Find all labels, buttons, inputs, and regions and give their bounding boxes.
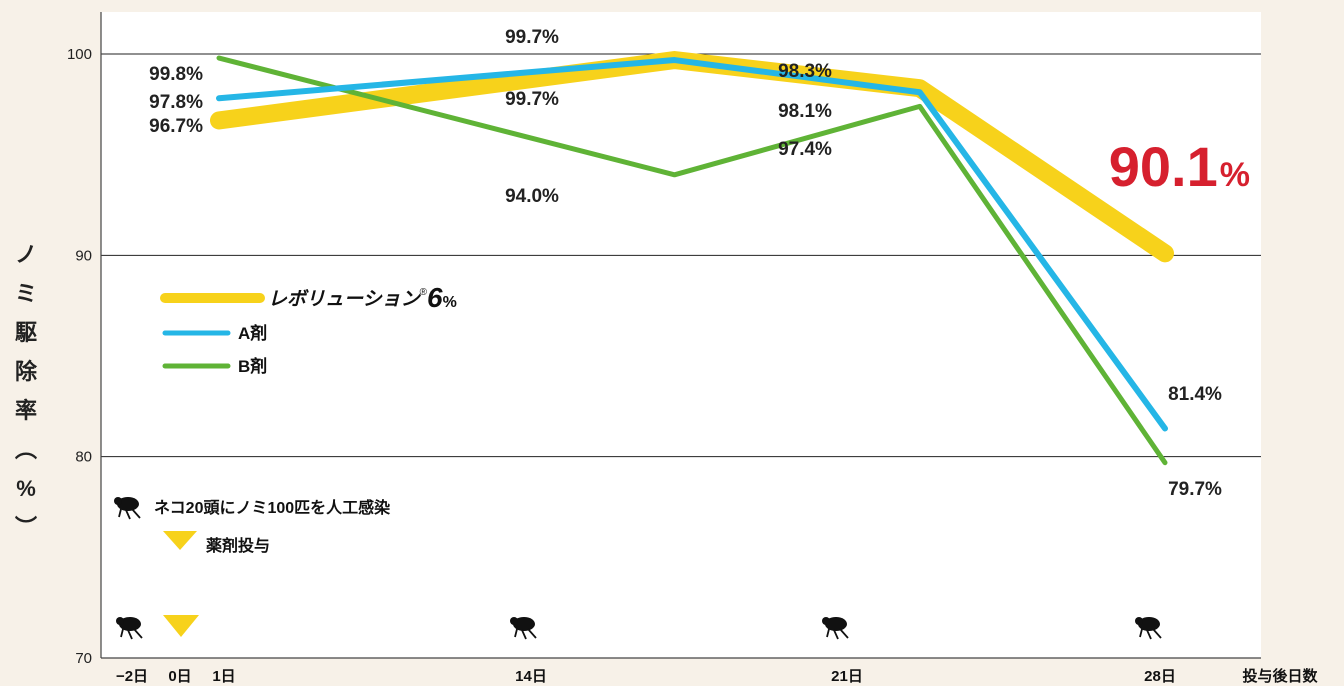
y-axis-label: ノミ駆除率︵% ︶ [15, 242, 38, 540]
label-a-day21: 98.1% [778, 101, 832, 122]
label-rev-day1: 96.7% [149, 116, 203, 137]
x-tick-label: 0日 [168, 668, 191, 685]
x-ticks: −2日 0日 1日 14日 21日 28日 投与後日数 [116, 667, 1319, 685]
x-tick-label: −2日 [116, 668, 148, 685]
flea-icon [510, 617, 537, 640]
y-ticks: 100 90 80 70 [67, 46, 92, 667]
label-a-day28: 81.4% [1168, 384, 1222, 405]
infestation-note: ネコ20頭にノミ100匹を人工感染 [154, 498, 391, 517]
legend: レボリューション®6% A剤 B剤 [160, 282, 457, 376]
label-rev-day21: 98.3% [778, 61, 832, 82]
x-tick-label: 1日 [212, 668, 235, 685]
data-labels: 99.8% 97.8% 96.7% 99.7% 99.7% 94.0% 98.3… [149, 27, 1250, 500]
plot-area [101, 12, 1261, 658]
legend-label-revolution: レボリューション®6% [268, 282, 457, 313]
dosing-marker-icon [163, 531, 197, 550]
annotations: ネコ20頭にノミ100匹を人工感染 薬剤投与 [114, 497, 391, 555]
series-line-b [216, 55, 1168, 466]
x-axis-label: 投与後日数 [1242, 667, 1318, 685]
series-line-a [216, 57, 1168, 432]
y-tick-label: 100 [67, 46, 92, 63]
label-b-day14: 94.0% [505, 186, 559, 207]
label-b-day28: 79.7% [1168, 479, 1222, 500]
legend-label-a: A剤 [238, 323, 267, 343]
dosing-note: 薬剤投与 [205, 536, 270, 555]
x-tick-label: 28日 [1144, 668, 1176, 685]
series-lines [210, 51, 1174, 466]
label-rev-day28: 90.1% [1109, 135, 1250, 198]
label-a-day14: 99.7% [505, 89, 559, 110]
label-b-day1: 99.8% [149, 64, 203, 85]
timeline-markers [116, 615, 1162, 640]
label-rev-day14: 99.7% [505, 27, 559, 48]
flea-icon [114, 497, 141, 520]
x-tick-label: 21日 [831, 668, 863, 685]
flea-icon [822, 617, 849, 640]
legend-label-b: B剤 [238, 356, 267, 376]
label-b-day21: 97.4% [778, 139, 832, 160]
svg-text:ノミ駆除率︵%︶: ノミ駆除率︵% ︶ [15, 242, 38, 540]
y-tick-label: 90 [75, 247, 92, 264]
flea-icon [116, 617, 143, 640]
x-tick-label: 14日 [515, 668, 547, 685]
label-a-day1: 97.8% [149, 92, 203, 113]
dosing-marker-icon [163, 615, 199, 637]
y-tick-label: 80 [75, 449, 92, 466]
flea-icon [1135, 617, 1162, 640]
y-tick-label: 70 [75, 650, 92, 667]
